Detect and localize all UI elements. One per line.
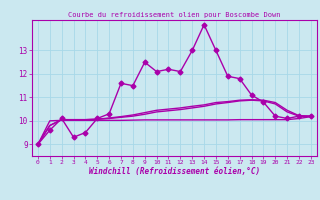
- Title: Courbe du refroidissement olien pour Boscombe Down: Courbe du refroidissement olien pour Bos…: [68, 12, 281, 18]
- X-axis label: Windchill (Refroidissement éolien,°C): Windchill (Refroidissement éolien,°C): [89, 167, 260, 176]
